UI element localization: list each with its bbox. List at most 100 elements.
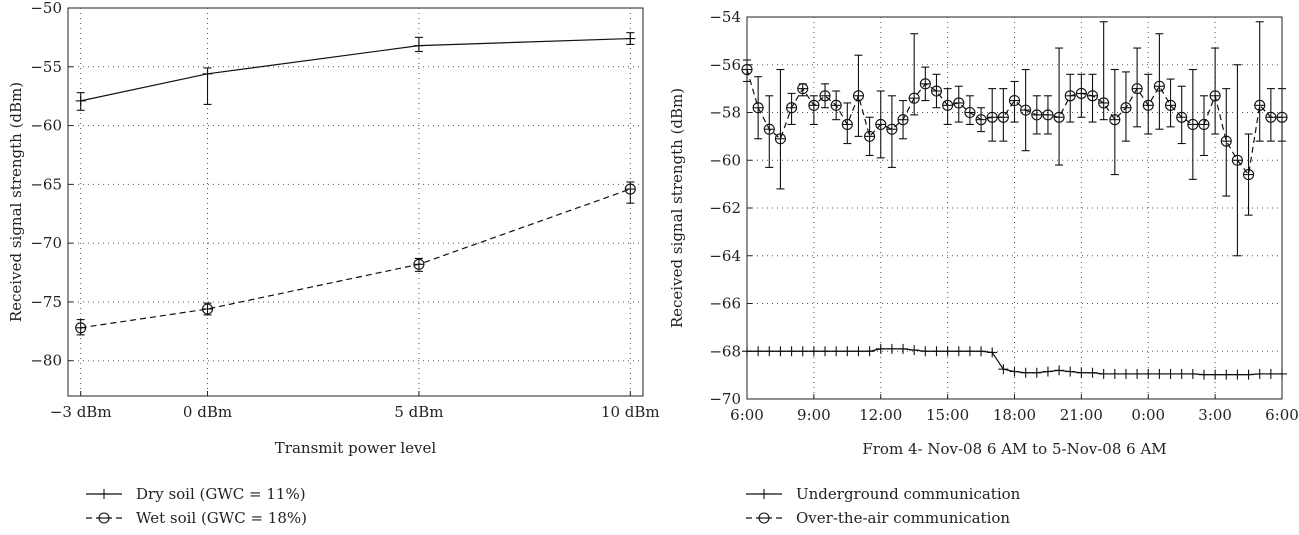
error-bar: [1133, 47, 1142, 128]
y-tick-label: −55: [30, 58, 62, 76]
data-point: [964, 106, 976, 119]
x-tick-label: 18:00: [993, 406, 1036, 424]
data-point: [624, 183, 636, 195]
data-point: [875, 118, 887, 130]
data-point: [797, 346, 808, 357]
data-point: [831, 346, 842, 357]
data-point: [942, 99, 954, 111]
data-point: [1075, 87, 1087, 99]
data-point: [1277, 368, 1287, 379]
data-point: [1008, 95, 1021, 107]
data-point: [998, 364, 1009, 375]
data-point: [1109, 368, 1120, 379]
y-tick-label: −68: [709, 342, 741, 360]
data-point: [886, 343, 897, 354]
error-bar: [988, 88, 997, 142]
data-point: [625, 33, 636, 44]
data-point: [930, 85, 943, 97]
data-point: [1120, 102, 1132, 114]
error-bar: [1066, 73, 1075, 123]
series-circle: [741, 21, 1288, 257]
data-point: [1265, 111, 1277, 123]
error-bar: [965, 95, 974, 125]
data-point: [953, 346, 964, 357]
y-tick-label: −64: [709, 247, 741, 265]
legend-label: Wet soil (GWC = 18%): [136, 509, 307, 527]
error-bar: [1255, 21, 1264, 142]
error-bar: [843, 102, 852, 145]
legend-entry: Underground communication: [746, 485, 1021, 503]
data-point: [1176, 111, 1188, 123]
x-tick-label: 0:00: [1131, 406, 1165, 424]
error-bar: [910, 33, 919, 116]
data-point: [1087, 367, 1098, 378]
data-point: [752, 102, 764, 114]
x-tick-label: 3:00: [1198, 406, 1232, 424]
data-point: [1054, 365, 1065, 376]
data-point: [997, 111, 1009, 123]
y-tick-label: −60: [709, 151, 741, 169]
data-point: [864, 346, 875, 357]
data-point: [1198, 118, 1210, 130]
legend-marker: [99, 489, 109, 499]
y-tick-label: −70: [30, 234, 62, 252]
legend-entry: Over-the-air communication: [746, 509, 1010, 527]
legend-entry: Wet soil (GWC = 18%): [86, 509, 307, 527]
y-tick-label: −60: [30, 117, 62, 135]
x-tick-label: 9:00: [797, 406, 831, 424]
x-axis-title: From 4- Nov-08 6 AM to 5-Nov-08 6 AM: [862, 440, 1166, 458]
data-point: [842, 346, 853, 357]
y-tick-label: −54: [709, 8, 741, 26]
x-tick-label: 21:00: [1060, 406, 1103, 424]
data-point: [1254, 99, 1266, 111]
data-point: [763, 123, 775, 135]
data-point: [1154, 368, 1165, 379]
data-point: [920, 346, 931, 357]
series-line: [80, 188, 631, 329]
data-point: [797, 83, 809, 95]
plot-area: [67, 7, 644, 397]
y-tick-label: −80: [30, 352, 62, 370]
legend-label: Dry soil (GWC = 11%): [136, 485, 306, 503]
data-point: [774, 133, 786, 145]
data-point: [413, 258, 425, 270]
legend-marker: [759, 489, 769, 499]
data-point: [852, 90, 865, 102]
data-point: [786, 102, 798, 114]
data-point: [1086, 90, 1099, 102]
series-plus: [742, 343, 1287, 380]
data-point: [753, 346, 764, 357]
data-point: [1064, 90, 1076, 102]
data-point: [1153, 80, 1165, 92]
error-bar: [765, 95, 774, 168]
data-point: [741, 63, 753, 76]
legend-marker: [758, 512, 770, 524]
data-point: [820, 346, 831, 357]
y-tick-label: −56: [709, 56, 741, 74]
x-tick-label: 0 dBm: [183, 403, 232, 421]
data-point: [1076, 367, 1087, 378]
data-point: [1098, 97, 1110, 109]
data-point: [1042, 109, 1054, 121]
data-point: [1143, 368, 1154, 379]
error-bar: [743, 59, 751, 83]
error-bar: [1121, 71, 1130, 142]
data-point: [808, 99, 820, 111]
data-point: [1265, 368, 1276, 379]
chart-right: 6:00 9:00 12:00 15:00 18:00 21:00 0:00 3:00 6:00…: [660, 0, 1299, 535]
data-point: [897, 114, 909, 126]
data-point: [964, 346, 975, 357]
data-point: [1165, 368, 1176, 379]
data-point: [1042, 366, 1053, 377]
y-tick-label: −58: [709, 104, 741, 122]
data-point: [1276, 111, 1288, 123]
chart-left: −3 dBm 0 dBm 5 dBm 10 dBm −50 −55 −60 −65 −70 −75…: [7, 0, 660, 527]
data-point: [1243, 369, 1254, 380]
error-bar: [1222, 88, 1231, 197]
data-point: [1254, 368, 1265, 379]
data-point: [1142, 99, 1154, 111]
data-point: [898, 343, 909, 354]
data-point: [1031, 367, 1042, 378]
error-bar: [626, 181, 635, 204]
error-bar: [1088, 73, 1097, 123]
